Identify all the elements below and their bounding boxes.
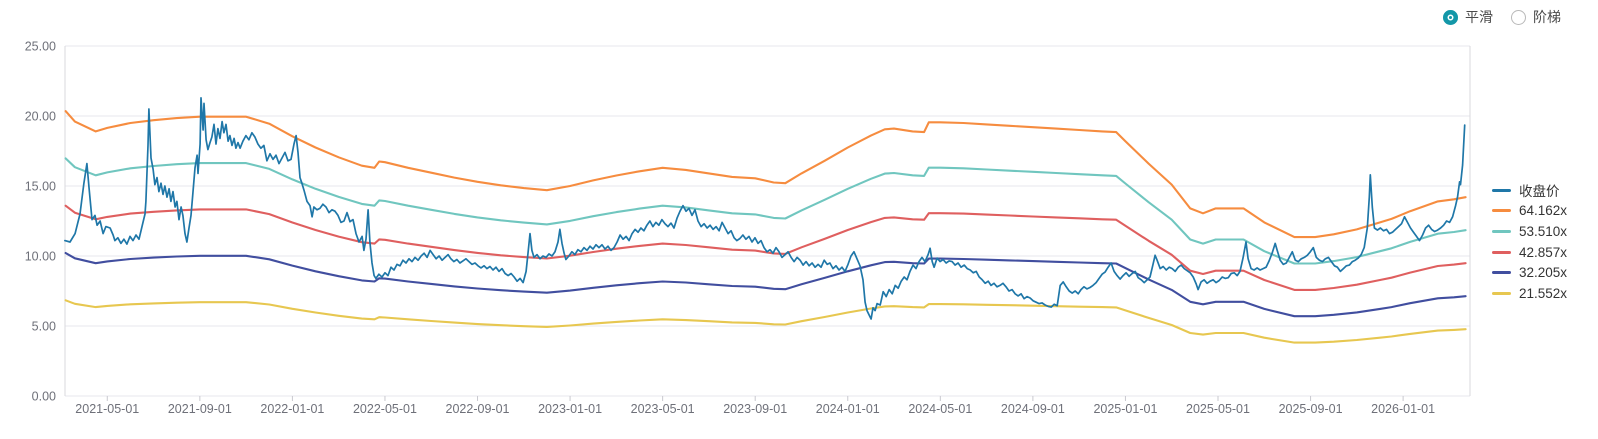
legend-label: 53.510x: [1519, 223, 1568, 239]
y-tick-label: 20.00: [25, 110, 56, 124]
x-tick-label: 2023-09-01: [723, 402, 787, 416]
legend-label: 收盘价: [1519, 184, 1560, 200]
band-line-53.510x: [64, 157, 1467, 265]
legend-item-53.510x[interactable]: 53.510x: [1492, 221, 1567, 242]
band-line-32.205x: [64, 251, 1467, 318]
legend-swatch-icon: [1492, 188, 1511, 192]
x-tick-label: 2024-05-01: [908, 402, 972, 416]
legend-item-64.162x[interactable]: 64.162x: [1492, 201, 1567, 222]
band-line-21.552x: [64, 299, 1467, 344]
radio-option-step[interactable]: 阶梯: [1511, 10, 1561, 25]
legend-swatch-icon: [1492, 291, 1511, 295]
y-tick-label: 15.00: [25, 180, 56, 194]
chart-legend: 收盘价 64.162x 53.510x 42.857x 32.205x 21.552x: [1492, 180, 1567, 304]
price-line: [64, 96, 1466, 320]
legend-item-42.857x[interactable]: 42.857x: [1492, 242, 1567, 263]
x-tick-label: 2021-09-01: [168, 402, 232, 416]
legend-label: 64.162x: [1519, 203, 1568, 219]
y-tick-label: 5.00: [32, 320, 56, 334]
x-tick-label: 2025-05-01: [1186, 402, 1250, 416]
legend-item-21.552x[interactable]: 21.552x: [1492, 283, 1567, 304]
legend-item-price[interactable]: 收盘价: [1492, 180, 1567, 201]
y-tick-label: 0.00: [32, 390, 56, 404]
x-tick-label: 2025-09-01: [1279, 402, 1343, 416]
legend-item-32.205x[interactable]: 32.205x: [1492, 262, 1567, 283]
x-tick-label: 2022-01-01: [260, 402, 324, 416]
x-tick-label: 2024-09-01: [1001, 402, 1065, 416]
line-mode-toggle: 平滑 阶梯: [1443, 10, 1561, 25]
x-tick-label: 2022-09-01: [446, 402, 510, 416]
x-tick-label: 2024-01-01: [816, 402, 880, 416]
legend-swatch-icon: [1492, 250, 1511, 254]
band-line-64.162x: [64, 110, 1467, 239]
y-tick-label: 10.00: [25, 250, 56, 264]
radio-option-label[interactable]: 阶梯: [1533, 9, 1561, 25]
band-line-42.857x: [64, 204, 1467, 291]
y-tick-label: 25.00: [25, 40, 56, 54]
x-tick-label: 2023-05-01: [631, 402, 695, 416]
legend-swatch-icon: [1492, 271, 1511, 275]
radio-selected-icon[interactable]: [1443, 10, 1458, 25]
x-tick-label: 2026-01-01: [1371, 402, 1435, 416]
legend-label: 42.857x: [1519, 244, 1568, 260]
x-tick-label: 2022-05-01: [353, 402, 417, 416]
x-tick-label: 2023-01-01: [538, 402, 602, 416]
x-tick-label: 2021-05-01: [75, 402, 139, 416]
radio-unselected-icon[interactable]: [1511, 10, 1526, 25]
radio-option-smooth[interactable]: 平滑: [1443, 10, 1493, 25]
x-tick-label: 2025-01-01: [1093, 402, 1157, 416]
legend-label: 32.205x: [1519, 265, 1568, 281]
legend-swatch-icon: [1492, 229, 1511, 233]
legend-swatch-icon: [1492, 209, 1511, 213]
radio-option-label[interactable]: 平滑: [1465, 9, 1493, 25]
legend-label: 21.552x: [1519, 285, 1568, 301]
